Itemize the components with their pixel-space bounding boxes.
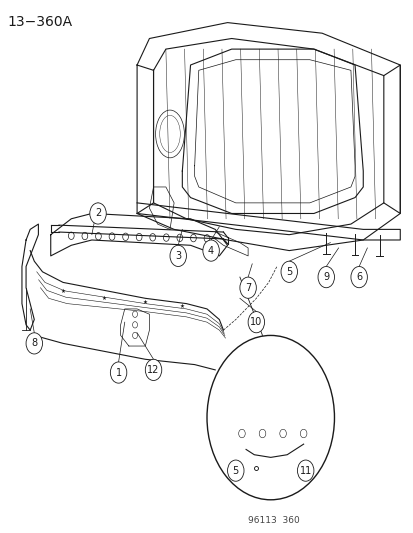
Text: ★: ★ — [102, 296, 107, 301]
Text: ★: ★ — [180, 304, 184, 309]
Text: 11: 11 — [299, 466, 311, 475]
Circle shape — [280, 261, 297, 282]
Text: 7: 7 — [244, 282, 251, 293]
Text: 13−360A: 13−360A — [7, 14, 73, 29]
Circle shape — [202, 240, 219, 261]
Text: 6: 6 — [355, 272, 361, 282]
Text: ★: ★ — [142, 300, 147, 305]
Text: 12: 12 — [147, 365, 159, 375]
Circle shape — [247, 312, 264, 333]
Text: 2: 2 — [95, 208, 101, 219]
Text: 4: 4 — [208, 246, 214, 256]
Circle shape — [239, 277, 256, 298]
Circle shape — [317, 266, 334, 288]
Text: 3: 3 — [175, 251, 181, 261]
Circle shape — [90, 203, 106, 224]
Text: 96113  360: 96113 360 — [247, 516, 299, 525]
Text: 9: 9 — [323, 272, 328, 282]
Circle shape — [350, 266, 366, 288]
Text: 8: 8 — [31, 338, 37, 349]
Circle shape — [145, 359, 161, 381]
Circle shape — [26, 333, 43, 354]
Text: 10: 10 — [249, 317, 262, 327]
Text: 5: 5 — [232, 466, 238, 475]
Circle shape — [170, 245, 186, 266]
Circle shape — [110, 362, 126, 383]
Circle shape — [227, 460, 243, 481]
Circle shape — [206, 335, 334, 500]
Circle shape — [297, 460, 313, 481]
Text: ★: ★ — [60, 289, 65, 294]
Text: 1: 1 — [115, 368, 121, 377]
Text: 5: 5 — [285, 267, 292, 277]
